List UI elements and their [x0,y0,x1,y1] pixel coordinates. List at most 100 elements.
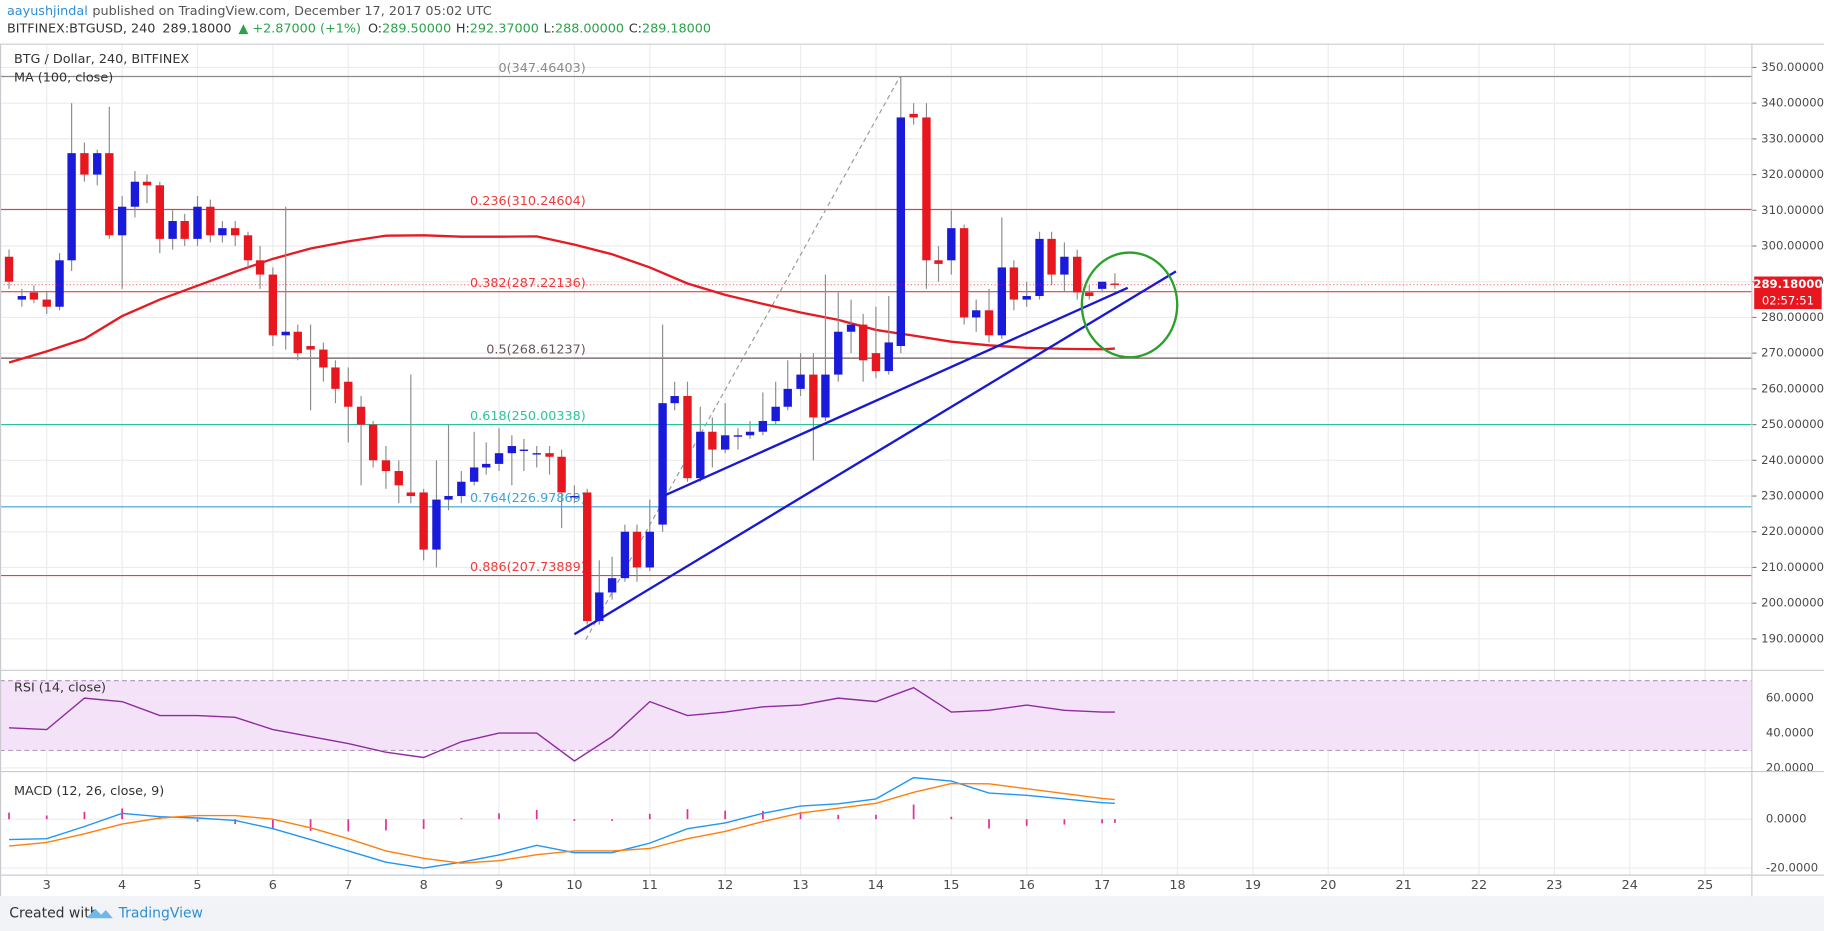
candle-body [947,228,956,261]
candle-body [180,221,189,239]
fib-label: 0.236(310.24604) [470,194,586,209]
candle-body [1022,296,1031,300]
candle-body [67,153,76,261]
candle-body [683,396,692,479]
candle-body [745,431,755,436]
candle-body [394,471,403,486]
header-author: aayushjindal [7,4,88,19]
candle-body [871,353,881,372]
header-ohlc-value: 292.37000 [470,22,539,37]
x-tick-label: 13 [792,878,808,893]
candle-body [482,463,491,468]
candle-body [444,496,453,500]
header-ohlc-key: O: [368,22,382,37]
candle-body [884,342,893,372]
candle-body [834,331,843,375]
candle-body [406,492,416,497]
x-tick-label: 8 [420,878,428,893]
candle-body [231,228,240,236]
x-tick-label: 12 [717,878,733,893]
candle-body [909,113,918,118]
candle-body [29,292,39,300]
candle-body [708,431,717,450]
x-tick-label: 22 [1471,878,1487,893]
header-ohlc-key: C: [629,22,642,37]
candle-body [193,206,202,239]
candle-body [620,531,630,579]
y-tick-label: 270.000000 [1761,346,1824,360]
candle-body [243,235,253,261]
candle-body [93,153,102,175]
candle-body [268,274,278,336]
candle-body [293,331,302,354]
candle-body [557,456,566,493]
candle-body [368,424,378,461]
symbol-legend: BTG / Dollar, 240, BITFINEX [14,52,189,67]
candle-body [42,299,51,307]
header-last: 289.18000 [162,22,231,37]
candle-body [319,349,328,368]
x-tick-label: 19 [1245,878,1261,893]
tradingview-logo [86,908,113,919]
candle-body [821,374,830,418]
candle-body [255,260,265,275]
candle-body [130,181,140,207]
candle-body [142,181,152,186]
y-tick-label: 200.000000 [1761,596,1824,610]
ma-legend: MA (100, close) [14,70,113,85]
candle-body [1060,256,1069,275]
x-tick-label: 20 [1320,878,1336,893]
x-tick-label: 10 [566,878,582,893]
candle-body [469,467,479,482]
candle-body [168,221,177,239]
x-tick-label: 14 [868,878,884,893]
candle-body [545,453,554,457]
rsi-tick-label: 20.0000 [1766,760,1814,774]
x-tick-label: 6 [269,878,277,893]
candle-body [809,374,818,418]
rsi-tick-label: 60.0000 [1766,691,1814,705]
y-tick-label: 230.000000 [1761,489,1824,503]
x-tick-label: 21 [1395,878,1411,893]
y-tick-label: 310.000000 [1761,203,1824,217]
fib-label: 0.5(268.61237) [486,342,585,357]
header-symbol: BITFINEX:BTGUSD, 240 [7,22,155,37]
y-tick-label: 250.000000 [1761,417,1824,431]
candle-body [155,185,164,239]
candle-body [583,492,592,622]
macd-legend: MACD (12, 26, close, 9) [14,784,164,799]
candle-body [105,153,114,236]
header-published: published on TradingView.com, December 1… [92,4,491,19]
header-ohlc-value: 289.50000 [382,22,451,37]
header-ohlc-value: 289.18000 [642,22,711,37]
y-tick-label: 300.000000 [1761,239,1824,253]
trend-line [661,286,1129,498]
candle-body [17,296,27,300]
price-tag-countdown: 02:57:51 [1762,293,1814,307]
footer-created: Created with [9,906,98,922]
highlight-circle [1080,251,1179,359]
x-tick-label: 23 [1546,878,1562,893]
y-tick-label: 220.000000 [1761,524,1824,538]
footer-brand[interactable]: TradingView [118,906,203,922]
y-tick-label: 210.000000 [1761,560,1824,574]
y-tick-label: 240.000000 [1761,453,1824,467]
candle-body [4,256,14,282]
candle-body [771,406,780,422]
trend-line [573,270,1177,636]
candle-body [896,117,906,347]
x-tick-label: 16 [1019,878,1035,893]
candle-body [331,367,340,389]
annotation-layer: 289.18000 02:57:51 [0,270,1823,636]
candle-body [607,578,617,593]
y-tick-label: 350.000000 [1761,60,1824,74]
candle-body [117,206,127,236]
header-change: ▲ +2.87000 (+1%) [239,22,361,37]
candle-body [796,374,805,389]
header-ohlc-key: H: [456,22,470,37]
grid-layer: 3 4 5 6 7 8 9 10 11 12 13 14 15 16 17 18 19 20 21 22 23 24 25 1… [0,44,1824,893]
y-tick-label: 280.000000 [1761,310,1824,324]
rsi-line [9,686,1115,762]
